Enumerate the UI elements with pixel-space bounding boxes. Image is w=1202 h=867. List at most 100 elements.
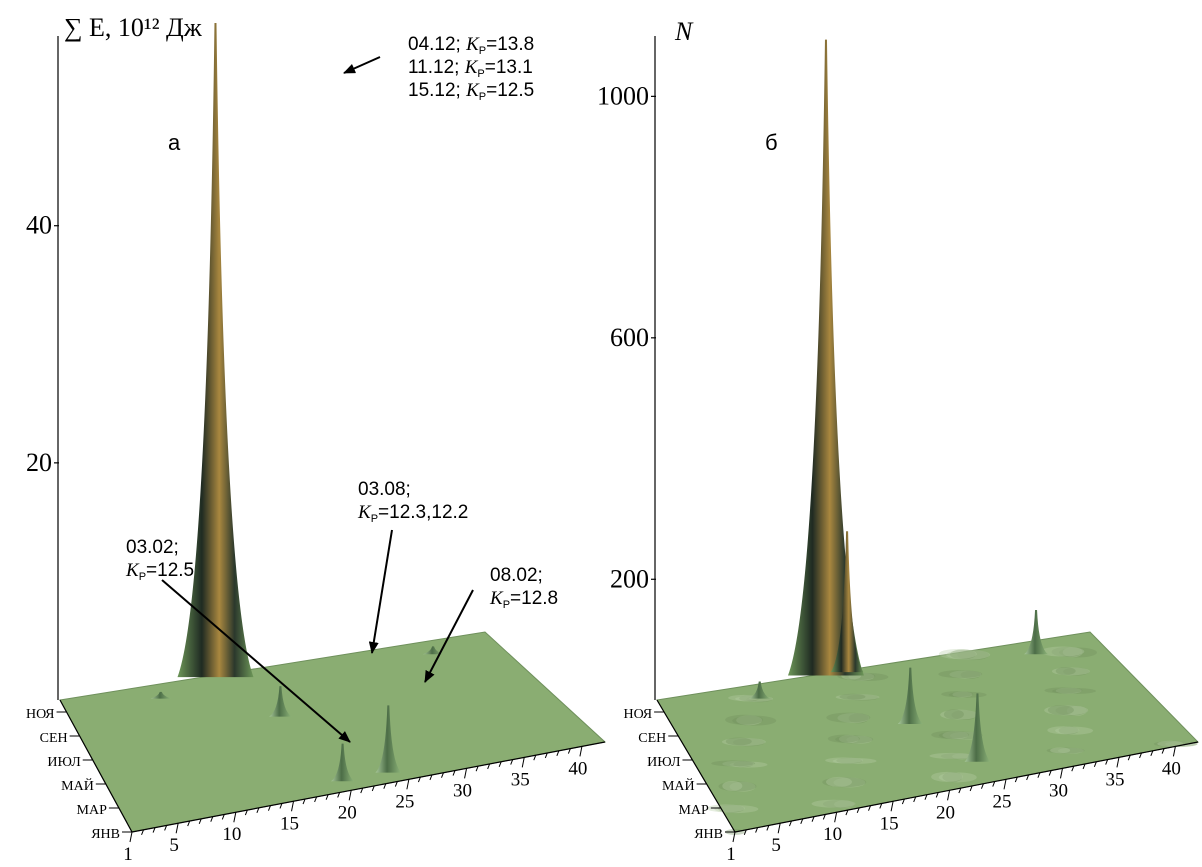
month-tick-label: МАР [77,803,108,818]
x-tick-mark [980,783,984,789]
annotation-segment: K [465,80,480,101]
x-axis-a [131,741,606,833]
surface-texture [942,731,969,740]
x-tick-mark [510,759,514,765]
annotation-3-line-1: KР=12.8 [489,588,558,611]
x-tick-mark [129,831,133,843]
x-tick-mark [901,798,905,805]
month-tick-label: СЕН [638,731,666,746]
annotation-arrow-0 [343,56,381,74]
x-tick-mark [175,823,179,834]
x-tick-label: 5 [771,835,781,856]
surface-texture [736,715,763,726]
surface-texture [825,776,852,787]
z-tick-label: 40 [26,211,52,240]
z-axis-label-a: ∑ E, 10¹² Дж [64,13,203,42]
surface-texture [1055,705,1088,716]
surface-texture [1057,747,1084,754]
surface-texture [1055,726,1094,735]
annotation-0-line-0: 04.12; KР=13.8 [408,34,534,57]
x-tick-mark [429,774,433,781]
surface-peak-b-4 [1024,609,1048,655]
x-tick-mark [544,752,548,759]
x-tick-mark [256,807,260,814]
surface-texture [822,777,867,788]
surface-texture [722,780,743,791]
x-tick-label: 20 [936,802,955,823]
x-tick-mark [302,798,306,805]
annotation-segment: 04.12; [408,34,466,55]
x-tick-mark [1139,752,1143,759]
surface-texture [960,670,981,679]
x-tick-mark [464,768,468,779]
panel-label-b: б [765,130,778,155]
month-tick-label: НОЯ [26,707,55,722]
x-tick-mark [417,776,421,783]
surface-texture [722,760,755,767]
surface-texture [825,757,864,764]
month-tick-label: МАЙ [61,777,94,794]
surface-texture [1051,646,1084,657]
surface-plane-a [59,631,607,833]
surface-texture [957,650,990,661]
surface-texture [846,735,873,744]
surface-texture [1066,705,1087,716]
surface-texture [732,738,765,747]
x-tick-mark [822,814,826,820]
surface-texture [729,781,756,792]
annotation-segment: =12.3,12.2 [378,502,468,523]
x-tick-label: 35 [511,769,530,790]
x-tick-mark [800,818,804,825]
surface-texture [835,735,874,744]
surface-texture [848,713,869,724]
annotation-segment: Р [371,513,378,525]
surface-texture [832,758,877,765]
annotation-segment: =12.5 [146,560,194,581]
x-tick-mark [811,816,815,822]
surface-texture [940,709,979,720]
z-tick-label: 20 [26,448,52,477]
x-tick-mark [337,792,341,798]
x-tick-label: 30 [453,780,472,801]
surface-texture [834,800,855,809]
x-tick-mark [487,763,491,770]
x-tick-mark [567,748,571,754]
x-tick-mark [1161,748,1165,754]
x-tick-mark [1093,761,1097,767]
x-tick-mark [360,787,364,794]
surface-peak-b-2 [897,667,923,724]
surface-texture [938,772,977,783]
annotation-segment: K [357,502,372,523]
x-tick-mark [958,787,962,794]
surface-texture [1058,647,1097,658]
surface-texture [733,761,754,768]
surface-texture [1058,726,1079,735]
annotation-segment: Р [139,571,146,583]
x-tick-mark [533,754,537,761]
surface-peak-a-0 [177,22,254,678]
annotation-segment: 11.12; [408,57,465,78]
surface-texture [835,694,880,701]
panel-label-a: а [168,130,181,155]
surface-peak-a-2 [331,743,355,782]
surface-texture [837,712,870,723]
x-tick-label: 5 [169,835,179,856]
month-tick-label: ИЮЛ [647,755,681,770]
surface-texture [711,760,756,767]
surface-texture [938,670,983,679]
x-tick-mark [279,803,283,809]
z-tick-label: 1000 [597,81,649,110]
x-tick-mark [1059,768,1063,779]
surface-texture [1047,726,1080,735]
x-tick-mark [579,746,583,757]
surface-texture [1062,647,1083,658]
annotation-segment: 15.12; [408,80,466,101]
annotation-segment: K [489,588,504,609]
surface-texture [718,804,745,813]
surface-texture [929,752,974,759]
x-tick-mark [743,829,747,835]
x-tick-mark [441,772,444,778]
annotation-segment: 03.02; [126,537,179,558]
surface-texture [1040,646,1085,657]
